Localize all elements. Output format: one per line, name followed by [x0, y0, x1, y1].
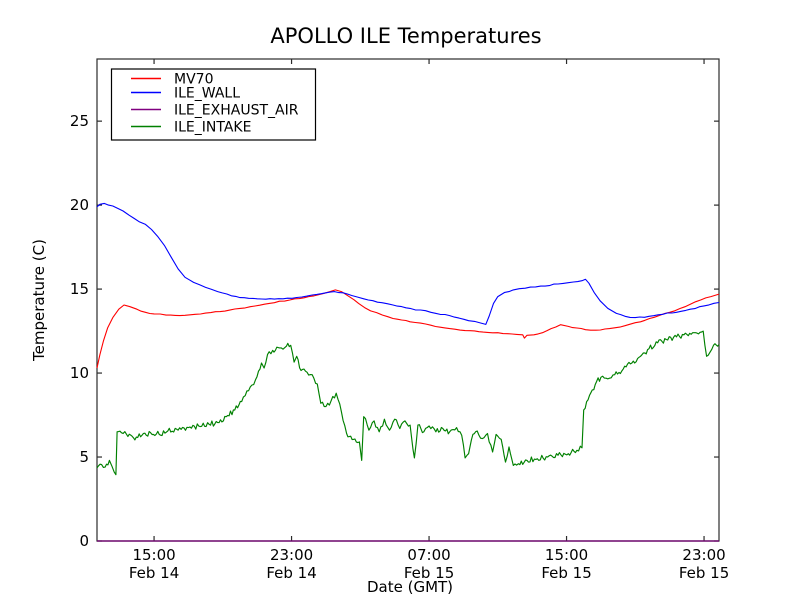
x-tick-time-label: 07:00 [407, 546, 450, 564]
series-line-mv70 [96, 289, 720, 369]
y-tick-label: 25 [70, 112, 89, 130]
chart-title: APOLLO ILE Temperatures [270, 24, 541, 48]
y-tick-label: 5 [79, 448, 89, 466]
x-tick-date-label: Feb 15 [404, 564, 454, 582]
x-tick-time-label: 23:00 [270, 546, 313, 564]
x-axis-label: Date (GMT) [367, 578, 453, 596]
y-tick-label: 0 [79, 532, 89, 550]
x-tick-date-label: Feb 15 [679, 564, 729, 582]
legend-label-mv70: MV70 [174, 72, 213, 88]
x-tick-time-label: 23:00 [682, 546, 725, 564]
x-tick-date-label: Feb 14 [129, 564, 179, 582]
x-tick-date-label: Feb 15 [541, 564, 591, 582]
y-axis-label: Temperature (C) [30, 239, 48, 362]
series-line-ile-wall [96, 202, 720, 325]
legend-box [110, 68, 317, 141]
y-tick-label: 20 [70, 196, 89, 214]
legend-label-ile-exhaust-air: ILE_EXHAUST_AIR [174, 103, 299, 119]
x-tick-date-label: Feb 14 [266, 564, 316, 582]
x-tick-time-label: 15:00 [132, 546, 175, 564]
y-tick-label: 10 [70, 364, 89, 382]
legend-label-ile-intake: ILE_INTAKE [174, 120, 251, 136]
x-tick-time-label: 15:00 [545, 546, 588, 564]
legend-label-ile-wall: ILE_WALL [174, 86, 240, 102]
y-tick-label: 15 [70, 280, 89, 298]
series-line-ile-intake [96, 330, 720, 476]
legend: MV70 ILE_WALL ILE_EXHAUST_AIR ILE_INTAKE [110, 68, 317, 141]
